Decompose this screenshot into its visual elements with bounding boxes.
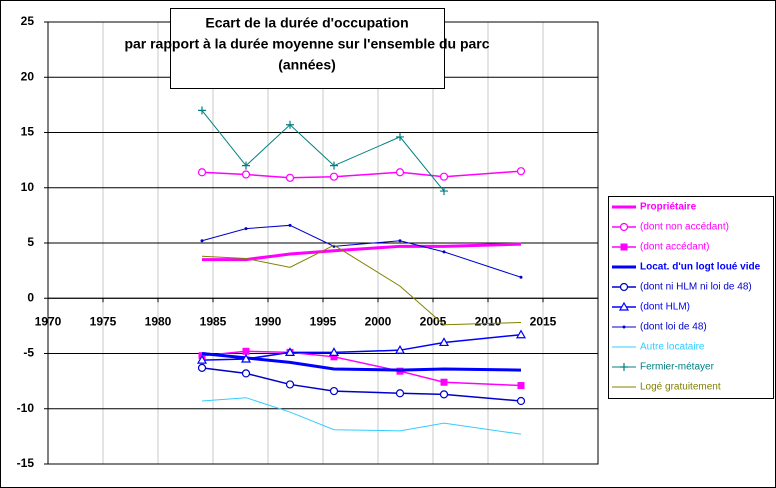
y-tick-label: 0 xyxy=(27,290,34,304)
y-tick-label: 25 xyxy=(21,14,35,28)
legend-marker xyxy=(622,325,626,329)
chart-title: Ecart de la durée d'occupation xyxy=(205,15,408,31)
data-point xyxy=(516,396,526,406)
data-point xyxy=(517,382,525,390)
x-tick-label: 1985 xyxy=(200,314,227,328)
legend-marker xyxy=(619,282,629,292)
data-point xyxy=(442,250,446,254)
y-tick-label: 5 xyxy=(27,235,34,249)
legend-label: Fermier-métayer xyxy=(640,362,715,373)
y-tick-label: -5 xyxy=(23,346,34,360)
data-point xyxy=(330,161,338,170)
data-point xyxy=(241,170,251,179)
x-tick-label: 1990 xyxy=(255,314,282,328)
data-point xyxy=(285,173,295,182)
data-point xyxy=(197,363,207,372)
legend-label: (dont ni HLM ni loi de 48) xyxy=(640,282,752,293)
legend xyxy=(608,196,774,399)
x-tick-label: 1975 xyxy=(90,314,117,328)
data-point xyxy=(242,347,250,355)
x-tick-label: 2005 xyxy=(420,314,447,328)
legend-label: (dont accédant) xyxy=(640,242,710,253)
data-point xyxy=(288,223,292,227)
data-point xyxy=(328,347,340,356)
y-tick-label: -15 xyxy=(17,456,35,470)
data-point xyxy=(240,353,252,363)
data-point xyxy=(439,172,449,181)
y-tick-label: 15 xyxy=(21,125,35,139)
legend-marker xyxy=(618,301,630,311)
x-tick-label: 2015 xyxy=(530,314,557,328)
data-point xyxy=(286,120,294,129)
chart-title: (années) xyxy=(278,57,336,73)
y-tick-label: 20 xyxy=(21,69,35,83)
data-point xyxy=(395,168,405,177)
legend-label: (dont loi de 48) xyxy=(640,322,707,333)
x-tick-label: 1970 xyxy=(35,314,62,328)
legend-label: Autre locataire xyxy=(640,342,705,353)
y-tick-label: 10 xyxy=(21,180,35,194)
data-point xyxy=(438,337,450,347)
legend-label: (dont non accédant) xyxy=(640,222,729,233)
data-point xyxy=(440,187,448,196)
data-point xyxy=(198,106,206,115)
data-point xyxy=(515,329,527,339)
data-point xyxy=(200,239,204,243)
legend-marker xyxy=(620,363,628,371)
data-point xyxy=(395,389,405,398)
data-point xyxy=(396,132,404,141)
data-point xyxy=(398,239,402,243)
series-line xyxy=(202,242,522,262)
y-tick-label: -10 xyxy=(17,401,35,415)
x-tick-label: 2000 xyxy=(365,314,392,328)
title-box xyxy=(170,8,445,89)
data-point xyxy=(519,275,523,279)
data-point xyxy=(244,227,248,231)
legend-label: Locat. d'un logt loué vide xyxy=(640,262,761,273)
data-point xyxy=(439,390,449,399)
data-point xyxy=(329,386,339,396)
data-point xyxy=(440,378,448,386)
legend-label: Propriétaire xyxy=(640,202,697,213)
data-point xyxy=(285,380,295,389)
data-point xyxy=(329,172,339,181)
legend-marker xyxy=(619,222,629,232)
legend-marker xyxy=(620,243,628,251)
data-point xyxy=(516,167,526,176)
legend-label: (dont HLM) xyxy=(640,302,690,313)
x-tick-label: 1995 xyxy=(310,314,337,328)
series-line xyxy=(201,397,522,435)
series-line xyxy=(201,110,445,192)
chart-title: par rapport à la durée moyenne sur l'ens… xyxy=(124,36,489,52)
data-point xyxy=(196,354,208,364)
legend-label: Logé gratuitement xyxy=(640,382,721,393)
data-point xyxy=(330,353,338,361)
data-point xyxy=(197,168,207,177)
data-point xyxy=(284,347,296,356)
data-point xyxy=(241,369,251,378)
data-point xyxy=(242,161,250,170)
series-line xyxy=(201,244,522,326)
x-tick-label: 2010 xyxy=(475,314,502,328)
data-point xyxy=(394,344,406,354)
x-tick-label: 1980 xyxy=(145,314,172,328)
